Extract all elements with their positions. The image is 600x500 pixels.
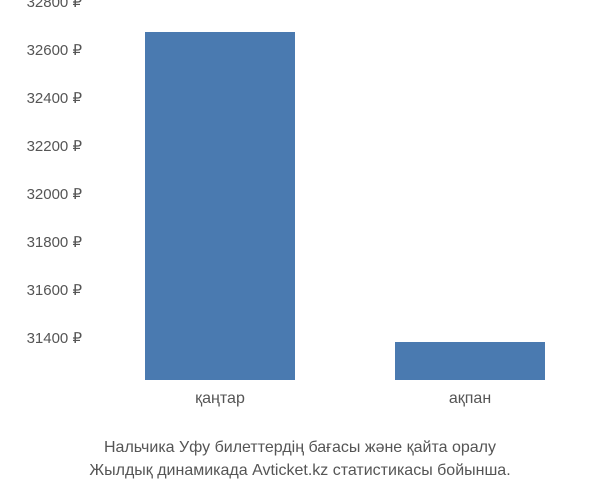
y-tick-label: 31400 ₽ bbox=[27, 329, 82, 347]
caption-line-1: Нальчика Уфу билеттердің бағасы және қай… bbox=[10, 437, 590, 459]
y-tick-label: 32600 ₽ bbox=[27, 41, 82, 59]
x-tick-label: қаңтар bbox=[195, 390, 245, 408]
x-axis-labels: қаңтар ақпан bbox=[95, 390, 575, 420]
caption-line-2: Жылдық динамикада Avticket.kz статистика… bbox=[10, 460, 590, 482]
y-axis: 31400 ₽ 31600 ₽ 31800 ₽ 32000 ₽ 32200 ₽ 32400… bbox=[0, 20, 90, 380]
chart-area bbox=[95, 20, 575, 380]
y-tick-label: 32000 ₽ bbox=[27, 185, 82, 203]
y-tick-label: 32400 ₽ bbox=[27, 89, 82, 107]
bars-container bbox=[95, 20, 575, 380]
y-tick-label: 32200 ₽ bbox=[27, 137, 82, 155]
y-tick-label: 31800 ₽ bbox=[27, 233, 82, 251]
bar bbox=[395, 342, 545, 380]
x-tick-label: ақпан bbox=[449, 390, 491, 408]
chart-caption: Нальчика Уфу билеттердің бағасы және қай… bbox=[0, 437, 600, 482]
bar bbox=[145, 32, 295, 380]
y-tick-label: 32800 ₽ bbox=[27, 0, 82, 11]
y-tick-label: 31600 ₽ bbox=[27, 281, 82, 299]
